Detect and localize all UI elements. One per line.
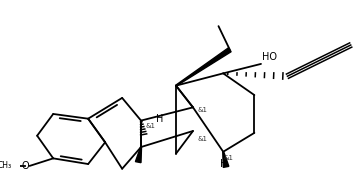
Text: H: H — [156, 114, 164, 124]
Text: &1: &1 — [198, 107, 208, 113]
Text: HO: HO — [262, 52, 277, 62]
Polygon shape — [223, 152, 229, 167]
Text: &1: &1 — [223, 155, 233, 161]
Text: &1: &1 — [198, 136, 208, 142]
Text: O: O — [21, 161, 29, 171]
Polygon shape — [176, 48, 231, 86]
Polygon shape — [135, 147, 142, 163]
Text: &1: &1 — [146, 123, 156, 130]
Text: CH₃: CH₃ — [0, 161, 12, 170]
Text: H: H — [220, 159, 227, 169]
